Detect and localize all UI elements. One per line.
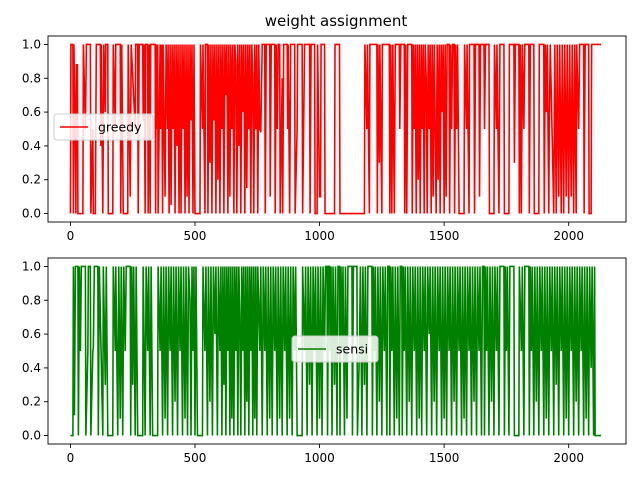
x-tick-label: 1500 <box>429 451 460 465</box>
y-tick-label: 0.0 <box>22 429 41 443</box>
x-tick-label: 1000 <box>304 451 335 465</box>
series-line-greedy <box>69 43 602 215</box>
legend-label-greedy: greedy <box>98 120 142 135</box>
axes-frame <box>47 257 627 445</box>
x-tick-label: 2000 <box>553 451 584 465</box>
x-tick-label: 0 <box>67 229 75 243</box>
x-tick-label: 500 <box>184 451 207 465</box>
x-tick-label: 1000 <box>304 229 335 243</box>
y-tick-label: 1.0 <box>22 37 41 51</box>
y-tick-label: 0.4 <box>22 139 41 153</box>
y-tick-label: 0.8 <box>22 71 41 85</box>
legend-label-sensi: sensi <box>336 342 368 357</box>
chart-title: weight assignment <box>265 12 408 30</box>
axes-frame <box>47 35 627 223</box>
y-tick-label: 0.8 <box>22 293 41 307</box>
y-tick-label: 0.2 <box>22 395 41 409</box>
x-tick-label: 0 <box>67 451 75 465</box>
y-tick-label: 0.2 <box>22 173 41 187</box>
subplot-bottom: 0 500 1000 1500 2000 0.0 0.2 0.4 0.6 0.8 1.0 sensi <box>22 257 627 465</box>
x-tick-label: 1500 <box>429 229 460 243</box>
x-tick-label: 2000 <box>553 229 584 243</box>
y-tick-label: 0.6 <box>22 105 41 119</box>
y-tick-label: 1.0 <box>22 259 41 273</box>
legend-box <box>291 335 379 363</box>
y-tick-label: 0.6 <box>22 327 41 341</box>
legend-box <box>53 113 154 141</box>
y-tick-label: 0.0 <box>22 207 41 221</box>
y-tick-label: 0.4 <box>22 361 41 375</box>
subplot-top: 0 500 1000 1500 2000 0.0 0.2 0.4 0.6 0.8 1.0 greedy <box>22 35 627 243</box>
x-tick-label: 500 <box>184 229 207 243</box>
